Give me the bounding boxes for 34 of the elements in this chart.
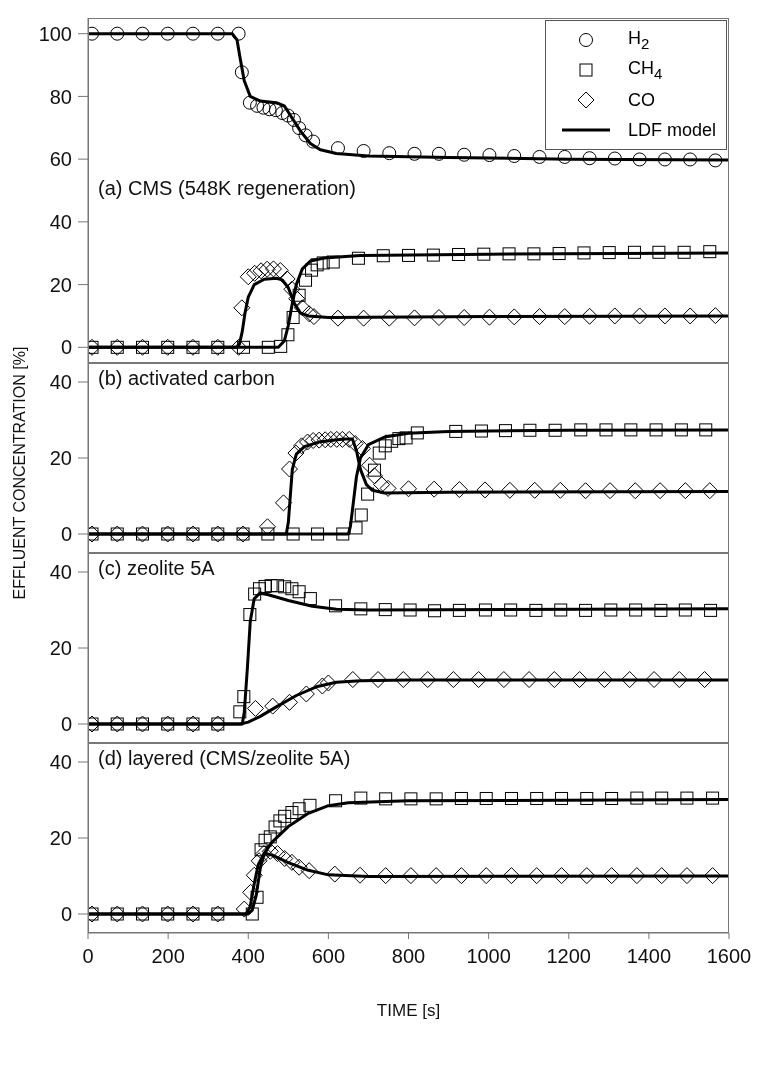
y-tick-label: 100 xyxy=(38,22,72,45)
y-tick-label: 40 xyxy=(49,371,72,394)
annotation: (c) zeolite 5A xyxy=(98,557,215,580)
x-tick-label: 600 xyxy=(311,945,346,968)
y-tick-label: 20 xyxy=(49,447,72,470)
y-tick-label: 40 xyxy=(49,210,72,233)
legend-label: H$_{2}$ xyxy=(627,28,650,52)
y-tick-label: 20 xyxy=(49,637,72,660)
x-tick-label: 800 xyxy=(391,945,426,968)
y-tick-label: 20 xyxy=(49,273,72,296)
y-tick-label: 0 xyxy=(60,336,72,359)
x-tick-label: 0 xyxy=(82,945,94,968)
y-tick-label: 0 xyxy=(60,903,72,926)
y-tick-label: 60 xyxy=(49,148,72,171)
x-tick-label: 1400 xyxy=(626,945,672,968)
x-tick-label: 400 xyxy=(231,945,265,968)
y-tick-label: 0 xyxy=(60,523,72,546)
legend-label: CH$_{4}$ xyxy=(627,58,663,82)
y-tick-label: 80 xyxy=(49,85,72,108)
x-tick-label: 1200 xyxy=(546,945,591,968)
y-tick-label: 40 xyxy=(49,751,72,774)
legend-label: LDF model xyxy=(627,119,716,141)
annotation: (a) CMS (548K regeneration) xyxy=(98,176,356,200)
y-tick-label: 40 xyxy=(49,561,72,584)
y-tick-label: 0 xyxy=(60,713,72,736)
annotation: (b) activated carbon xyxy=(98,367,275,390)
y-tick-label: 20 xyxy=(49,827,72,850)
x-axis-title: TIME [s] xyxy=(376,1001,441,1020)
x-tick-label: 1600 xyxy=(706,945,752,968)
x-tick-label: 200 xyxy=(151,945,185,968)
x-tick-label: 1000 xyxy=(466,945,511,968)
legend-label: CO xyxy=(627,89,655,111)
y-axis-title: EFFLUENT CONCENTRATION [%] xyxy=(11,346,29,600)
annotation: (d) layered (CMS/zeolite 5A) xyxy=(98,747,351,770)
